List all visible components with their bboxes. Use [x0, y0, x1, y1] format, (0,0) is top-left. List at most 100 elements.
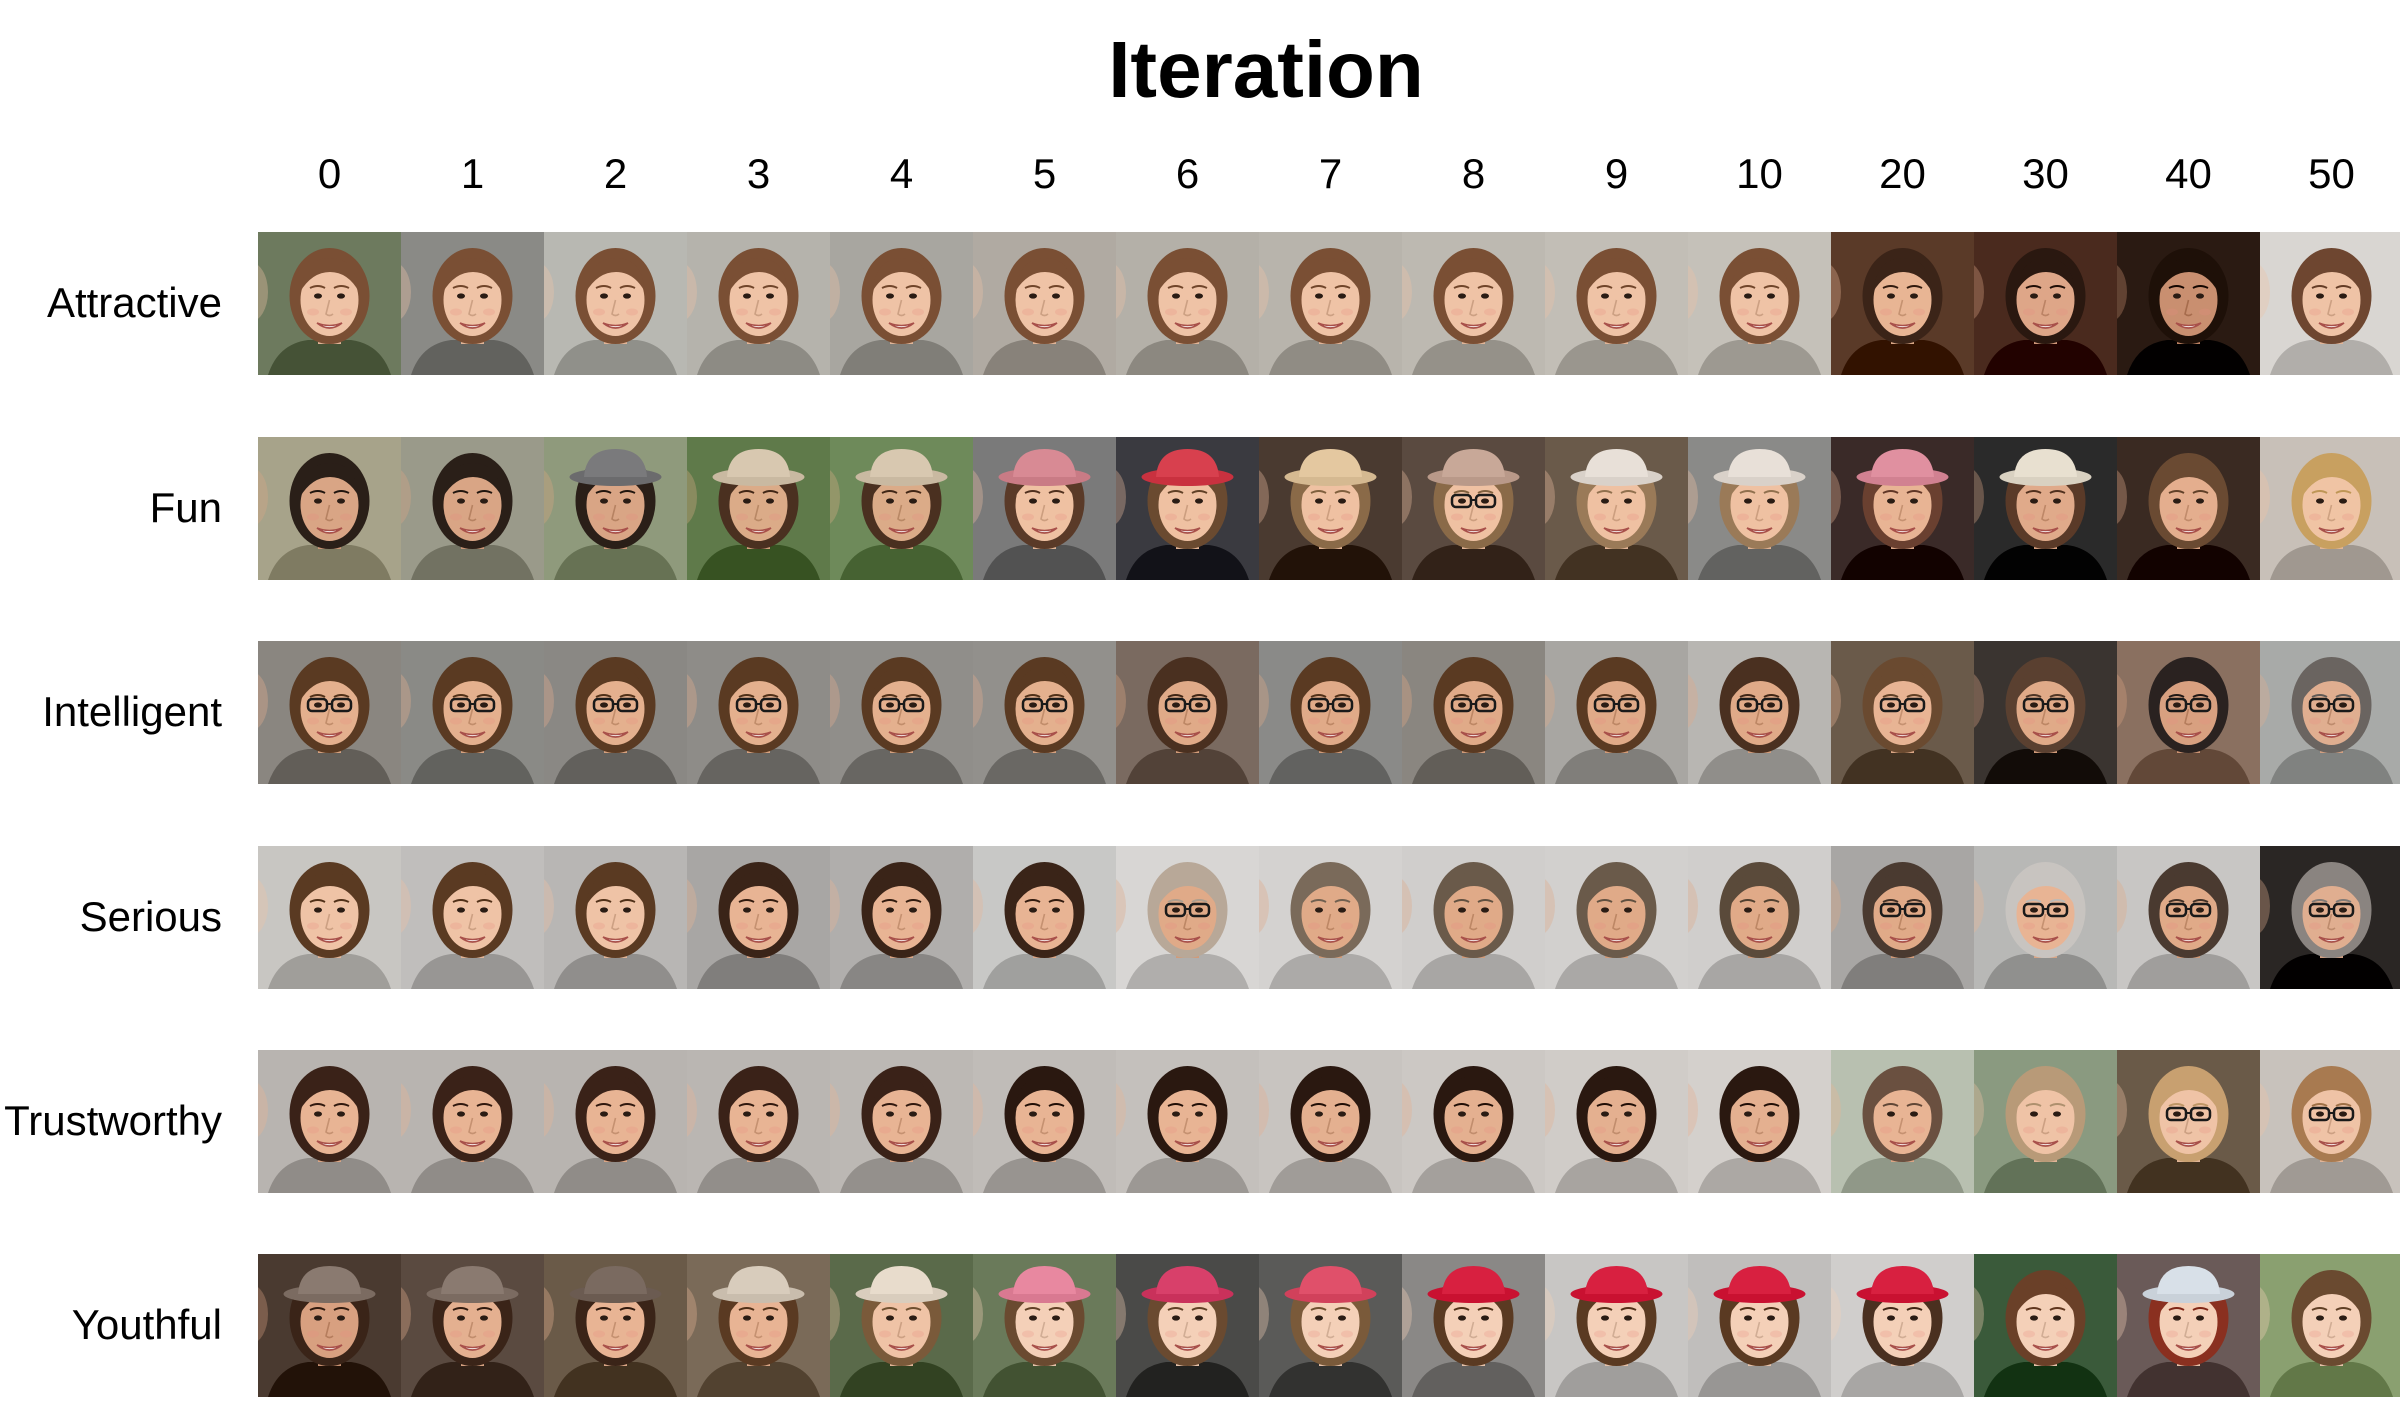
- face-image: [258, 1254, 401, 1397]
- face-image: [687, 1254, 830, 1397]
- face-image: [258, 232, 401, 375]
- face-image: [401, 1254, 544, 1397]
- face-image: [401, 846, 544, 989]
- figure-title: Iteration: [1108, 25, 1424, 114]
- face-image: [401, 641, 544, 784]
- face-image: [2260, 641, 2400, 784]
- iteration-label: 5: [1032, 150, 1057, 197]
- face-image: [2117, 437, 2260, 580]
- face-image: [1116, 437, 1259, 580]
- face-image: [1116, 1254, 1259, 1397]
- face-image: [544, 641, 687, 784]
- face-image: [1831, 1254, 1974, 1397]
- face-image: [1259, 1050, 1402, 1193]
- face-image: [1402, 1254, 1545, 1397]
- iteration-label: 50: [2308, 150, 2355, 197]
- face-image: [1688, 437, 1831, 580]
- face-image: [1974, 846, 2117, 989]
- face-image: [258, 437, 401, 580]
- face-image: [830, 437, 973, 580]
- iteration-label: 3: [746, 150, 771, 197]
- iteration-label: 0: [317, 150, 342, 197]
- face-image: [2117, 232, 2260, 375]
- face-image: [1402, 437, 1545, 580]
- row-label-serious: Serious: [79, 893, 222, 940]
- iteration-label: 9: [1604, 150, 1629, 197]
- face-image: [1545, 437, 1688, 580]
- face-image: [1259, 846, 1402, 989]
- face-image: [258, 641, 401, 784]
- face-image: [1974, 641, 2117, 784]
- face-image: [258, 846, 401, 989]
- row-label-youthful: Youthful: [71, 1301, 222, 1348]
- face-image: [544, 846, 687, 989]
- iteration-label: 2: [603, 150, 628, 197]
- face-image: [1688, 1050, 1831, 1193]
- face-image: [973, 1050, 1116, 1193]
- face-image: [1545, 641, 1688, 784]
- face-image: [1259, 641, 1402, 784]
- face-image: [2260, 1254, 2400, 1397]
- row-label-trustworthy: Trustworthy: [4, 1097, 222, 1144]
- face-image: [1974, 1254, 2117, 1397]
- face-image: [973, 641, 1116, 784]
- face-image: [830, 846, 973, 989]
- face-image: [1688, 1254, 1831, 1397]
- face-image: [1688, 846, 1831, 989]
- face-image: [973, 232, 1116, 375]
- face-image: [1402, 1050, 1545, 1193]
- face-image: [830, 1254, 973, 1397]
- face-image: [1402, 641, 1545, 784]
- face-image: [973, 1254, 1116, 1397]
- iteration-label: 8: [1461, 150, 1486, 197]
- face-image: [1831, 232, 1974, 375]
- face-image: [1831, 641, 1974, 784]
- face-image: [2117, 846, 2260, 989]
- face-image: [401, 232, 544, 375]
- row-label-intelligent: Intelligent: [42, 688, 222, 735]
- face-image: [1545, 1254, 1688, 1397]
- face-image: [687, 641, 830, 784]
- face-image: [1259, 437, 1402, 580]
- iteration-label: 10: [1736, 150, 1783, 197]
- face-image: [1259, 232, 1402, 375]
- row-label-attractive: Attractive: [46, 279, 222, 326]
- face-image: [1688, 232, 1831, 375]
- face-image: [830, 641, 973, 784]
- face-image: [1116, 232, 1259, 375]
- face-image: [687, 846, 830, 989]
- face-image: [1402, 846, 1545, 989]
- face-image: [2260, 437, 2400, 580]
- iteration-label: 6: [1175, 150, 1200, 197]
- face-image: [401, 1050, 544, 1193]
- face-image: [544, 1254, 687, 1397]
- face-image: [544, 437, 687, 580]
- face-image: [1116, 641, 1259, 784]
- face-image: [1545, 1050, 1688, 1193]
- face-image: [687, 437, 830, 580]
- face-image: [2260, 232, 2400, 375]
- face-image: [830, 232, 973, 375]
- face-image: [1688, 641, 1831, 784]
- face-image: [687, 232, 830, 375]
- face-image: [1116, 846, 1259, 989]
- face-image: [973, 846, 1116, 989]
- face-image: [830, 1050, 973, 1193]
- face-image: [1116, 1050, 1259, 1193]
- face-image: [2117, 641, 2260, 784]
- face-image: [1402, 232, 1545, 375]
- face-image: [1831, 1050, 1974, 1193]
- row-label-fun: Fun: [149, 484, 222, 531]
- face-image: [973, 437, 1116, 580]
- iteration-label: 1: [460, 150, 485, 197]
- face-image: [2260, 846, 2400, 989]
- iteration-label: 40: [2165, 150, 2212, 197]
- iteration-label: 4: [889, 150, 914, 197]
- iteration-label: 30: [2022, 150, 2069, 197]
- face-image: [1974, 232, 2117, 375]
- face-image: [544, 232, 687, 375]
- face-image: [1974, 437, 2117, 580]
- face-image: [1545, 846, 1688, 989]
- face-image: [1831, 437, 1974, 580]
